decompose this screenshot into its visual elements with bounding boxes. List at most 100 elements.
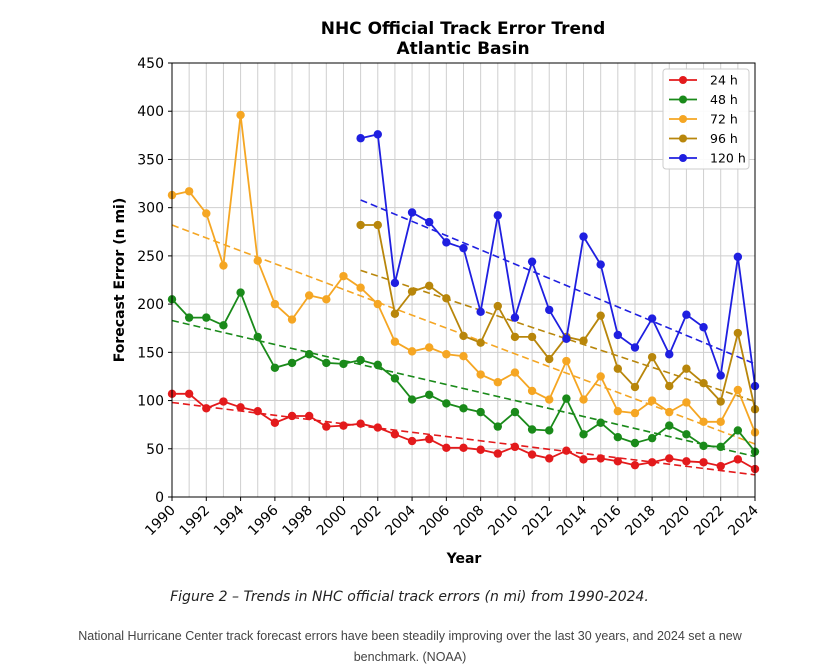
photo-caption-line1: National Hurricane Center track forecast…: [78, 629, 742, 643]
legend-label: 24 h: [710, 73, 738, 88]
data-point-96h: [356, 220, 365, 230]
track-error-chart: NHC Official Track Error Trend Atlantic …: [112, 19, 762, 567]
data-point-48h: [579, 430, 588, 439]
data-point-48h: [476, 407, 485, 417]
data-point-24h: [699, 458, 708, 467]
data-point-120h: [665, 350, 674, 359]
data-series: [167, 110, 760, 474]
y-tick-label: 450: [137, 56, 164, 72]
x-tick-label: 2010: [485, 503, 522, 540]
y-tick-label: 350: [137, 152, 164, 168]
data-point-48h: [253, 332, 262, 342]
data-point-24h: [647, 458, 657, 467]
data-point-48h: [442, 399, 451, 408]
data-point-96h: [459, 331, 468, 341]
x-tick-label: 1990: [142, 503, 179, 540]
data-point-72h: [253, 256, 262, 265]
data-point-48h: [202, 313, 211, 322]
trend-line-96h: [360, 269, 756, 403]
data-point-96h: [373, 220, 382, 230]
legend-box: [662, 68, 750, 170]
x-axis-label: Year: [446, 551, 482, 567]
figure-caption: Figure 2 – Trends in NHC official track …: [170, 589, 649, 605]
data-point-48h: [407, 395, 417, 404]
data-point-72h: [630, 408, 640, 418]
photo-caption: National Hurricane Center track forecast…: [30, 626, 790, 668]
data-point-72h: [493, 378, 502, 387]
x-tick-label: 2014: [554, 502, 591, 539]
y-tick-label: 50: [146, 442, 164, 458]
data-point-48h: [682, 430, 691, 439]
data-point-72h: [596, 372, 605, 381]
x-tick-label: 2006: [417, 502, 454, 539]
x-tick-label: 2000: [314, 503, 351, 540]
data-point-48h: [665, 421, 674, 430]
data-point-24h: [733, 455, 743, 464]
data-point-72h: [373, 299, 382, 309]
legend-label: 120 h: [710, 151, 746, 166]
data-point-120h: [699, 323, 708, 332]
data-point-120h: [407, 208, 417, 217]
data-point-24h: [322, 422, 331, 431]
data-point-96h: [596, 311, 605, 320]
data-point-96h: [390, 309, 400, 318]
data-point-96h: [527, 332, 537, 342]
data-point-48h: [699, 441, 708, 451]
photo-caption-line2: benchmark. (NOAA): [353, 650, 467, 664]
x-tick-label: 2016: [588, 502, 625, 539]
data-point-24h: [407, 436, 417, 446]
data-point-120h: [733, 252, 743, 262]
y-tick-label: 150: [137, 345, 164, 361]
data-point-48h: [493, 422, 502, 431]
data-point-48h: [236, 288, 245, 297]
data-point-48h: [545, 426, 554, 435]
x-tick-label: 2018: [622, 503, 659, 540]
data-point-24h: [253, 406, 262, 416]
data-point-72h: [304, 291, 314, 300]
x-axis-ticks: 1990199219941996199820002002200420062008…: [142, 497, 762, 539]
legend-label: 48 h: [710, 92, 738, 107]
data-point-120h: [390, 278, 400, 288]
trend-line-120h: [360, 199, 756, 365]
data-point-72h: [613, 406, 623, 416]
data-point-48h: [425, 390, 434, 399]
data-point-72h: [390, 337, 400, 346]
data-point-120h: [459, 243, 468, 253]
data-point-96h: [630, 382, 640, 392]
data-point-120h: [562, 334, 571, 344]
data-point-120h: [613, 330, 623, 340]
data-point-24h: [682, 457, 691, 466]
data-point-24h: [390, 430, 400, 439]
data-point-72h: [579, 395, 588, 404]
data-point-48h: [184, 313, 194, 322]
data-point-96h: [647, 352, 657, 362]
data-point-24h: [442, 443, 451, 453]
plot-frame: [171, 62, 756, 498]
data-point-72h: [287, 315, 297, 324]
y-tick-label: 0: [155, 490, 164, 506]
data-point-72h: [476, 370, 485, 379]
data-point-120h: [716, 371, 725, 380]
data-point-24h: [493, 449, 502, 458]
data-point-72h: [442, 350, 451, 359]
data-point-24h: [562, 446, 571, 455]
data-point-24h: [459, 443, 468, 453]
data-point-72h: [202, 209, 211, 218]
data-point-72h: [339, 271, 348, 281]
data-point-96h: [493, 301, 502, 311]
data-point-96h: [476, 338, 485, 347]
y-axis-ticks: 0 50 100 150 200 250 300 350 400 450: [137, 56, 172, 506]
y-axis-label: Forecast Error (n mi): [112, 198, 128, 362]
data-point-24h: [716, 461, 725, 471]
data-point-120h: [630, 343, 640, 352]
data-point-120h: [545, 305, 554, 315]
data-point-96h: [442, 294, 451, 303]
data-point-120h: [373, 130, 382, 139]
data-point-96h: [613, 364, 623, 373]
data-point-120h: [493, 211, 502, 220]
trend-line-24h: [171, 401, 756, 476]
data-point-120h: [647, 314, 657, 323]
data-point-24h: [596, 454, 605, 463]
data-point-72h: [356, 283, 365, 292]
x-tick-label: 1998: [279, 503, 316, 540]
